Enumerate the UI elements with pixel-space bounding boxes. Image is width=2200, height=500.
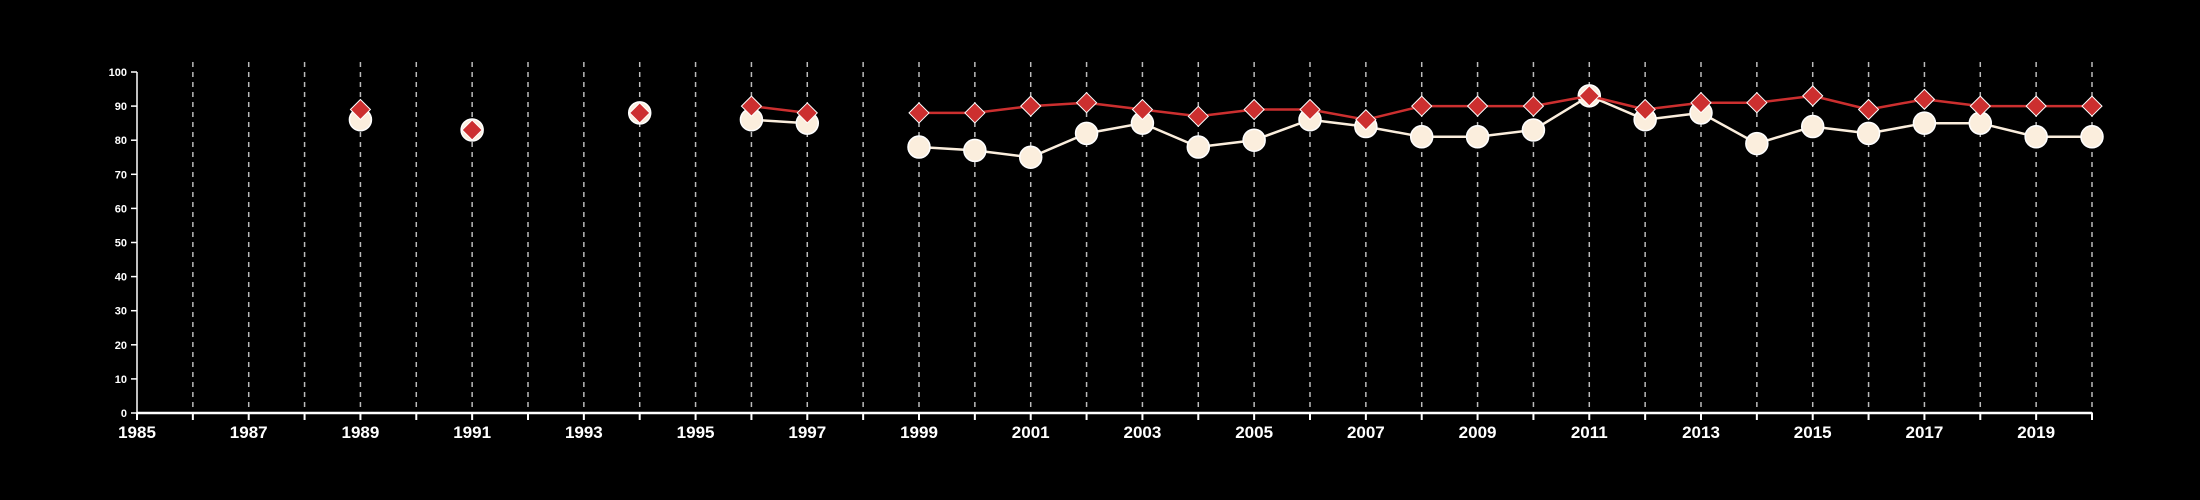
point-circle-1999 [907, 135, 931, 159]
x-tick-label-2005: 2005 [1235, 423, 1273, 442]
x-tick-label-1993: 1993 [565, 423, 603, 442]
point-circle-2014 [1745, 131, 1769, 156]
point-diamond-2003 [1131, 98, 1154, 121]
point-diamond-2012 [1634, 98, 1656, 121]
y-tick-label-90: 90 [115, 101, 127, 113]
point-diamond-2001 [1020, 95, 1042, 117]
x-tick-label-1997: 1997 [788, 423, 826, 442]
point-diamond-2011 [1578, 85, 1600, 107]
point-diamond-2016 [1857, 98, 1880, 121]
point-diamond-2002 [1075, 91, 1098, 114]
series-diamond-line-1 [919, 94, 2092, 121]
x-tick-label-1987: 1987 [230, 423, 268, 442]
y-tick-label-10: 10 [115, 374, 127, 386]
point-diamond-2010 [1522, 95, 1545, 117]
point-diamond-2014 [1746, 91, 1768, 114]
x-tick-label-2007: 2007 [1347, 423, 1385, 442]
x-tick-label-2013: 2013 [1682, 423, 1720, 442]
point-circle-2002 [1074, 121, 1099, 146]
point-circle-2020 [2080, 125, 2104, 149]
x-tick-label-1985: 1985 [118, 423, 156, 442]
x-tick-label-2003: 2003 [1124, 423, 1162, 442]
point-diamond-2008 [1411, 95, 1433, 117]
point-diamond-1991 [461, 119, 483, 141]
point-diamond-1996 [740, 95, 763, 117]
x-tick-label-1991: 1991 [453, 423, 491, 442]
point-circle-2016 [1856, 121, 1881, 146]
point-diamond-2013 [1690, 91, 1712, 114]
x-tick-label-2001: 2001 [1012, 423, 1050, 442]
y-tick-label-50: 50 [115, 238, 127, 250]
point-circle-2010 [1521, 118, 1546, 142]
x-tick-label-2015: 2015 [1794, 423, 1832, 442]
point-circle-2000 [963, 138, 987, 163]
point-circle-2015 [1800, 114, 1825, 139]
point-circle-2004 [1186, 135, 1211, 159]
point-diamond-2019 [2025, 95, 2047, 117]
x-tick-label-1995: 1995 [677, 423, 715, 442]
y-tick-label-60: 60 [115, 203, 127, 215]
x-tick-label-1989: 1989 [342, 423, 380, 442]
point-diamond-1989 [349, 98, 372, 121]
x-tick-label-2017: 2017 [1906, 423, 1944, 442]
y-tick-label-40: 40 [115, 272, 127, 284]
y-tick-label-70: 70 [115, 169, 127, 181]
x-tick-label-1999: 1999 [900, 423, 938, 442]
point-diamond-2018 [1969, 95, 1991, 117]
y-tick-label-0: 0 [121, 408, 127, 420]
point-diamond-2004 [1187, 105, 1209, 128]
point-circle-2005 [1242, 128, 1266, 152]
point-circle-2001 [1018, 145, 1043, 169]
point-diamond-1997 [796, 102, 818, 124]
x-tick-label-2011: 2011 [1571, 423, 1608, 442]
point-diamond-2020 [2081, 95, 2103, 117]
point-diamond-2005 [1243, 98, 1265, 121]
grid-layer [192, 62, 2093, 413]
point-diamond-2007 [1355, 109, 1377, 131]
y-tick-label-20: 20 [115, 340, 127, 352]
y-tick-label-100: 100 [109, 67, 127, 79]
point-diamond-2009 [1466, 95, 1489, 117]
point-diamond-2017 [1913, 88, 1936, 110]
point-diamond-1994 [629, 102, 651, 124]
series-circle-line-1 [918, 94, 2092, 159]
point-circle-2009 [1465, 125, 1490, 149]
x-tick-label-2019: 2019 [2017, 423, 2055, 442]
point-diamond-2006 [1299, 98, 1321, 121]
point-diamond-1999 [908, 102, 930, 124]
y-tick-label-80: 80 [115, 135, 127, 147]
point-diamond-2015 [1802, 85, 1824, 107]
point-circle-2017 [1912, 111, 1937, 135]
point-circle-2019 [2024, 125, 2048, 149]
y-tick-label-30: 30 [115, 306, 127, 318]
x-tick-label-2009: 2009 [1459, 423, 1497, 442]
point-diamond-2000 [964, 102, 986, 124]
series-layer [348, 84, 2104, 169]
point-circle-2008 [1409, 125, 1434, 149]
axis-layer: 0 10 20 30 40 50 60 70 80 90 100 1985 1987 1989 1991 19… [109, 67, 2093, 442]
